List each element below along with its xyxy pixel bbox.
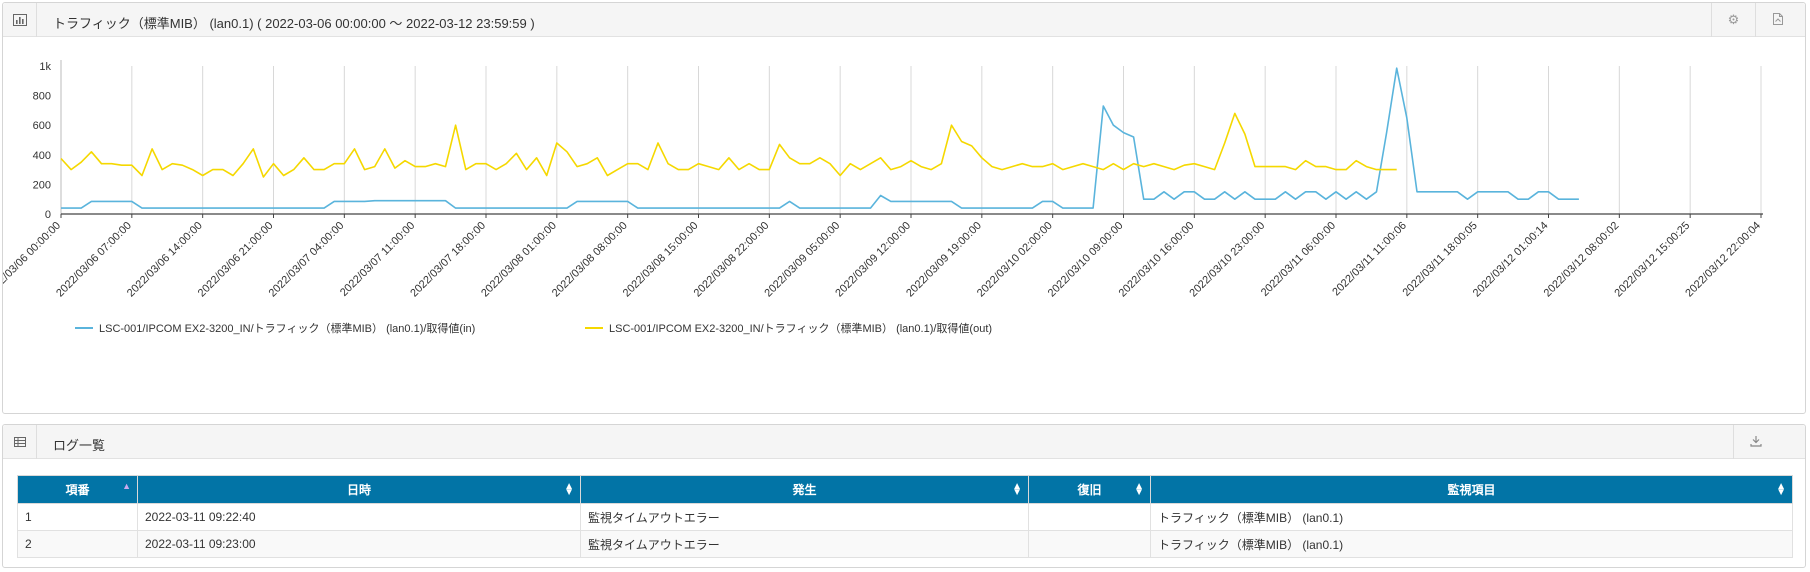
header-separator [36,3,37,37]
series-line-out [60,112,1397,178]
column-header-datetime[interactable]: 日時 ▲ ▼ [137,475,581,504]
x-tick-label: 2022/03/10 16:00:00 [1117,220,1197,300]
cell-monitor-item: トラフィック（標準MIB） (lan0.1) [1150,503,1793,531]
x-tick-label: 2022/03/08 01:00:00 [479,220,559,300]
sort-asc-icon: ▲ [122,481,131,491]
bar-chart-icon [10,13,30,27]
chart-panel-header: トラフィック（標準MIB） (lan0.1) ( 2022-03-06 00:0… [3,3,1805,37]
y-tick-label: 800 [33,91,51,103]
download-icon [1749,435,1762,450]
legend-label: LSC-001/IPCOM EX2-3200_IN/トラフィック（標準MIB） … [609,321,992,335]
log-panel-title: ログ一覧 [53,438,106,453]
x-tick-label: 2022/03/10 23:00:00 [1187,220,1267,300]
x-tick-label: 2022/03/08 22:00:00 [692,220,772,300]
gear-icon: ⚙ [1727,12,1740,27]
y-tick-label: 0 [45,209,51,221]
x-tick-label: 2022/03/06 21:00:00 [196,220,276,300]
y-tick-label: 600 [33,120,51,132]
table-row[interactable]: 1 2022-03-11 09:22:40 監視タイムアウトエラー トラフィック… [17,503,1793,531]
y-tick-label: 1k [39,61,51,73]
sort-arrows-icon: ▲ ▼ [564,481,574,498]
x-tick-label: 2022/03/09 05:00:00 [762,220,842,300]
log-panel: ログ一覧 項番 ▲ 日時 ▲ ▼ [2,424,1806,568]
log-table: 項番 ▲ 日時 ▲ ▼ 発生 ▲ ▼ 復旧 ▲ ▼ [17,475,1793,558]
x-tick-label: 2022/03/06 14:00:00 [125,220,205,300]
legend-label: LSC-001/IPCOM EX2-3200_IN/トラフィック（標準MIB） … [99,321,475,335]
table-row[interactable]: 2 2022-03-11 09:23:00 監視タイムアウトエラー トラフィック… [17,530,1793,558]
sort-arrows-icon: ▲ ▼ [1776,481,1786,498]
column-header-occurred[interactable]: 発生 ▲ ▼ [580,475,1029,504]
cell-datetime: 2022-03-11 09:22:40 [137,503,581,531]
column-header-monitor-item[interactable]: 監視項目 ▲ ▼ [1150,475,1793,504]
x-tick-label: 2022/03/12 15:00:25 [1612,220,1692,300]
x-tick-label: 2022/03/06 00:00:00 [3,220,63,300]
x-tick-label: 2022/03/06 07:00:00 [54,220,134,300]
log-table-header-row: 項番 ▲ 日時 ▲ ▼ 発生 ▲ ▼ 復旧 ▲ ▼ [17,475,1793,504]
sort-arrows-icon: ▲ ▼ [1134,481,1144,498]
log-panel-header: ログ一覧 [3,425,1805,459]
cell-monitor-item: トラフィック（標準MIB） (lan0.1) [1150,530,1793,558]
x-tick-label: 2022/03/10 09:00:00 [1046,220,1126,300]
chart-panel-title: トラフィック（標準MIB） (lan0.1) ( 2022-03-06 00:0… [53,16,535,31]
traffic-chart-panel: トラフィック（標準MIB） (lan0.1) ( 2022-03-06 00:0… [2,2,1806,414]
cell-no: 2 [17,530,138,558]
x-tick-label: 2022/03/11 11:00:06 [1330,220,1409,299]
table-icon [10,435,30,449]
column-header-no[interactable]: 項番 ▲ [17,475,138,504]
x-tick-label: 2022/03/09 19:00:00 [904,220,984,300]
sort-arrows-icon: ▲ ▼ [1012,481,1022,498]
x-tick-label: 2022/03/10 02:00:00 [975,220,1055,300]
x-tick-label: 2022/03/07 18:00:00 [408,220,488,300]
x-tick-label: 2022/03/09 12:00:00 [833,220,913,300]
y-tick-label: 400 [33,150,51,162]
download-button[interactable] [1733,425,1777,459]
x-tick-label: 2022/03/12 01:00:14 [1471,220,1551,300]
column-header-recovered[interactable]: 復旧 ▲ ▼ [1028,475,1151,504]
chart-settings-button[interactable]: ⚙ [1711,3,1755,37]
cell-recovered [1028,530,1151,558]
cell-datetime: 2022-03-11 09:23:00 [137,530,581,558]
y-tick-label: 200 [33,179,51,191]
pdf-export-button[interactable] [1755,3,1799,37]
x-tick-label: 2022/03/08 08:00:00 [550,220,630,300]
cell-occurred: 監視タイムアウトエラー [580,530,1029,558]
x-tick-label: 2022/03/08 15:00:00 [621,220,701,300]
cell-no: 1 [17,503,138,531]
cell-occurred: 監視タイムアウトエラー [580,503,1029,531]
x-tick-label: 2022/03/11 18:00:05 [1401,220,1480,299]
series-line-in [61,67,1579,209]
x-tick-label: 2022/03/12 22:00:04 [1683,220,1763,300]
x-tick-label: 2022/03/07 11:00:00 [338,220,417,299]
x-tick-label: 2022/03/12 08:00:02 [1542,220,1622,300]
cell-recovered [1028,503,1151,531]
x-tick-label: 2022/03/11 06:00:00 [1259,220,1338,299]
header-separator [36,425,37,459]
log-table-wrap: 項番 ▲ 日時 ▲ ▼ 発生 ▲ ▼ 復旧 ▲ ▼ [17,475,1793,558]
pdf-icon [1772,12,1783,28]
x-tick-label: 2022/03/07 04:00:00 [267,220,347,300]
